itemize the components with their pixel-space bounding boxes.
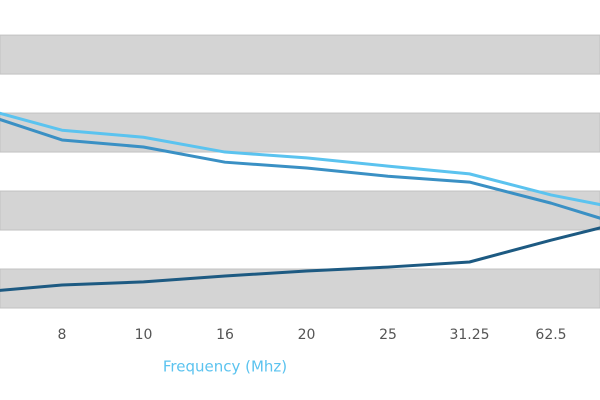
x-tick-label: 31.25 <box>449 327 489 343</box>
series-line <box>0 226 600 292</box>
lines <box>0 111 600 292</box>
grid-band <box>0 268 600 309</box>
x-tick-label: 25 <box>379 327 397 343</box>
x-axis-label: Frequency (Mhz) <box>163 358 287 376</box>
x-tick-label: 10 <box>135 327 153 343</box>
x-tick-label: 20 <box>298 327 316 343</box>
series-line <box>0 117 600 220</box>
x-tick-label: 62.5 <box>535 327 566 343</box>
grid-bands <box>0 34 600 309</box>
series-line <box>0 111 600 207</box>
x-tick-label: 16 <box>216 327 234 343</box>
grid-band <box>0 34 600 75</box>
x-tick-label: 8 <box>58 327 67 343</box>
grid-band <box>0 190 600 231</box>
